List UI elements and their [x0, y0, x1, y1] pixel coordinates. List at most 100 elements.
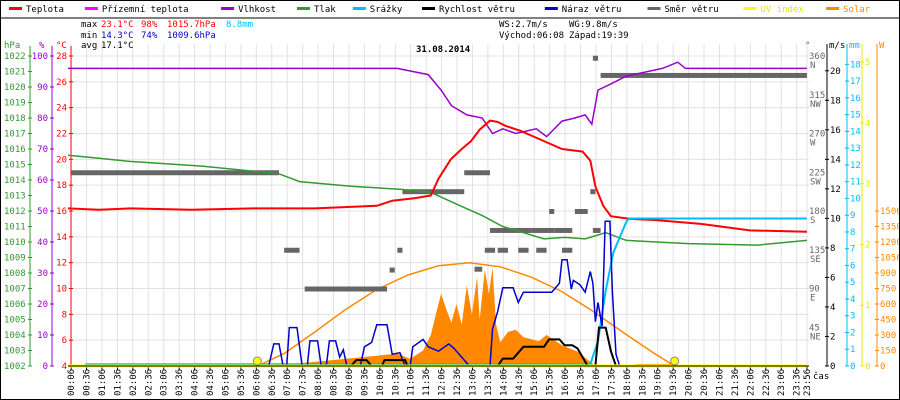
rain-tick-label: 4 [850, 295, 855, 305]
uv-tick-label: 5 [865, 58, 870, 68]
direction-cardinal-label: N [810, 61, 815, 71]
x-tick-label: 16:06 [561, 369, 571, 396]
wind-direction-segment [574, 209, 588, 214]
direction-tick-label: 90 [809, 285, 820, 295]
humidity-tick-label: 50 [37, 207, 48, 217]
uv-tick-label: 0 [865, 362, 870, 372]
humidity-tick-label: 90 [37, 83, 48, 93]
solar-tick-label: 1050 [880, 254, 900, 264]
direction-cardinal-label: SE [810, 255, 821, 265]
x-tick-label: 07:36 [299, 369, 309, 396]
rain-tick-label: 7 [850, 245, 855, 255]
wind-tick-label: 2 [830, 332, 835, 342]
rain-tick-label: 10 [850, 194, 861, 204]
x-tick-label: 21:06 [715, 369, 725, 396]
solar-tick-label: 1200 [880, 238, 900, 248]
direction-cardinal-label: NE [810, 332, 821, 342]
x-tick-label: 10:06 [376, 369, 386, 396]
wind-direction-segment [590, 189, 596, 195]
pressure-tick-label: 1015 [4, 161, 26, 171]
rain-tick-label: 15 [850, 111, 861, 121]
pressure-tick-label: 1014 [4, 176, 26, 186]
x-tick-label: 05:06 [221, 369, 231, 396]
pressure-tick-label: 1011 [4, 223, 26, 233]
temperature-line [67, 119, 807, 233]
legend-label: Rychlost větru [439, 5, 515, 15]
x-tick-label: 05:36 [237, 369, 247, 396]
wind-tick-label: 18 [830, 96, 841, 106]
stats-temp-min: 14.3°C [101, 31, 134, 41]
solar-tick-label: 450 [880, 316, 896, 326]
wind-tick-label: 12 [830, 185, 841, 195]
x-tick-label: 13:36 [484, 369, 494, 396]
temperature-tick-label: 6 [62, 336, 67, 346]
stats-min-label: min [81, 31, 97, 41]
legend-swatch [221, 7, 235, 10]
x-tick-label: 02:36 [144, 369, 154, 396]
legend-label: Vlhkost [238, 5, 276, 15]
humidity-tick-label: 60 [37, 176, 48, 186]
stats-hum-min: 74% [141, 31, 158, 41]
legend-swatch [743, 7, 757, 10]
x-tick-label: 20:36 [700, 369, 710, 396]
x-tick-label: 09:36 [360, 369, 370, 396]
rain-axis-unit: mm [849, 41, 860, 51]
temperature-tick-label: 28 [56, 52, 67, 62]
x-tick-label: 14:36 [515, 369, 525, 396]
temperature-tick-label: 18 [56, 181, 67, 191]
x-tick-label: 07:06 [283, 369, 293, 396]
direction-tick-label: 135 [809, 246, 825, 256]
x-tick-label: 06:36 [268, 369, 278, 396]
x-tick-label: 22:36 [762, 369, 772, 396]
legend-label: Teplota [26, 5, 64, 15]
legend-swatch [422, 7, 435, 10]
x-tick-label: 09:06 [345, 369, 355, 396]
solar-tick-label: 1350 [880, 223, 900, 233]
direction-cardinal-label: S [810, 216, 815, 226]
temperature-tick-label: 20 [56, 155, 67, 165]
rain-tick-label: 2 [850, 328, 855, 338]
x-tick-label: 13:06 [468, 369, 478, 396]
stats-temp-avg: 17.1°C [101, 41, 134, 51]
wind-tick-label: 16 [830, 126, 841, 136]
wind-direction-segment [562, 247, 573, 253]
x-tick-label: 19:36 [669, 369, 679, 396]
wind-direction-segment [554, 227, 573, 233]
pressure-tick-label: 1020 [4, 83, 26, 93]
wind-direction-segment [489, 227, 532, 233]
stats-wind-gust: WG:9.8m/s [569, 20, 618, 30]
direction-cardinal-label: SW [810, 177, 821, 187]
pressure-tick-label: 1016 [4, 145, 26, 155]
legend-swatch [297, 7, 310, 10]
humidity-tick-label: 40 [37, 238, 48, 248]
solar-axis-unit: W [879, 41, 885, 51]
rain-tick-label: 16 [850, 94, 861, 104]
legend-label: Směr větru [665, 5, 719, 15]
legend-label: UV index [761, 5, 805, 15]
pressure-tick-label: 1007 [4, 285, 26, 295]
temperature-axis-unit: °C [56, 41, 67, 51]
wind-tick-label: 8 [830, 244, 835, 254]
wind-direction-segment [484, 247, 496, 253]
rain-tick-label: 0 [850, 362, 855, 372]
temperature-tick-label: 26 [56, 78, 67, 88]
uv-tick-label: 2 [865, 240, 870, 250]
wind-direction-segment [71, 170, 279, 176]
direction-tick-label: 360 [809, 52, 825, 62]
solar-theoretical-line [257, 261, 676, 367]
temperature-tick-label: 10 [56, 285, 67, 295]
stats-max-label: max [81, 20, 98, 30]
rain-tick-label: 9 [850, 211, 855, 221]
wind-direction-segment [304, 286, 388, 292]
x-tick-label: 22:06 [746, 369, 756, 396]
rain-tick-label: 11 [850, 178, 861, 188]
direction-tick-label: 315 [809, 91, 825, 101]
legend-label: Přízemní teplota [102, 5, 189, 15]
x-tick-label: 11:36 [422, 369, 432, 396]
direction-cardinal-label: NW [810, 100, 821, 110]
x-tick-label: 08:36 [330, 369, 340, 396]
x-tick-label: 18:36 [638, 369, 648, 396]
wind-tick-label: 14 [830, 155, 841, 165]
